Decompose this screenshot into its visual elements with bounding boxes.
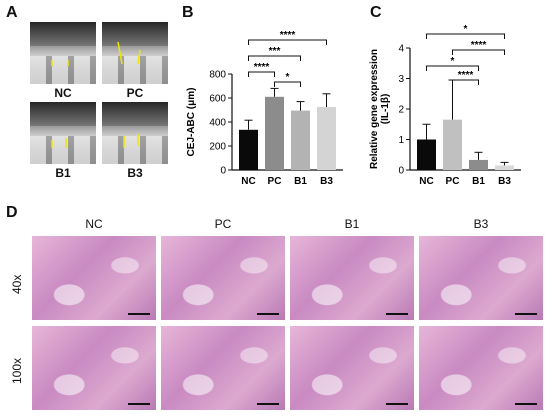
chart-b-bar-pc [265, 96, 284, 170]
histo-image-b1-100x [290, 326, 414, 410]
histo-image-b1-40x [290, 236, 414, 320]
histo-image-nc-40x [32, 236, 156, 320]
chart-c-sig-label-2: * [451, 56, 455, 67]
chart-b-y-tick-label: 400 [209, 118, 226, 129]
chart-b-y-tick-label: 200 [209, 142, 226, 153]
chart-c-sig-label-1: **** [471, 40, 487, 51]
chart-b-sig-label-0: **** [280, 30, 296, 41]
chart-b-sig-bracket-2 [248, 71, 275, 77]
chart-c-bar-pc [443, 119, 462, 170]
chart-c-y-axis-label-line2: (IL-1β) [380, 94, 391, 125]
chart-c-y-axis-label: Relative gene expression(IL-1β) [369, 49, 391, 169]
chart-c-x-tick-label-pc: PC [446, 176, 460, 187]
chart-c-sig-bracket-1 [452, 49, 505, 55]
chart-c-bar-nc [417, 139, 436, 170]
scale-bar [128, 403, 150, 405]
chart-b-bar-nc [239, 129, 258, 170]
chart-c-bar-b1 [469, 159, 488, 170]
chart-c-sig-bracket-3 [452, 79, 479, 85]
chart-c-y-tick-label: 1 [398, 135, 404, 146]
panel-d-letter: D [6, 204, 18, 221]
histo-col-label-b1: B1 [344, 217, 360, 231]
chart-b-y-tick-label: 0 [220, 166, 226, 177]
chart-c-bar-b3 [495, 165, 514, 170]
xray-label-b1: B1 [55, 166, 71, 180]
histo-image-nc-100x [32, 326, 156, 410]
chart-b-bar-b3 [317, 107, 336, 170]
chart-b-sig-label-2: **** [254, 62, 270, 73]
chart-b-y-axis-label: CEJ-ABC (μm) [186, 88, 197, 157]
chart-c-y-axis-label-line1: Relative gene expression [369, 49, 380, 169]
histo-col-label-pc: PC [214, 217, 232, 231]
panel-a-xray-grid: NC PC B1 B3 [30, 22, 170, 182]
xray-image-b3 [102, 102, 168, 164]
chart-b-y-tick-label: 800 [209, 70, 226, 81]
chart-c-sig-label-0: * [464, 24, 468, 35]
histo-row-label-100x: 100x [10, 357, 24, 384]
chart-b-x-tick-label-b3: B3 [320, 176, 333, 187]
chart-c-sig-bracket-0 [426, 33, 505, 39]
chart-c: 0 1 2 3 4 Relative gene expression(IL-1β) NC PC… [369, 24, 521, 187]
panel-b-letter: B [182, 4, 194, 21]
histo-col-label-nc: NC [85, 217, 103, 231]
histo-row-label-40x: 40x [10, 274, 24, 294]
panel-a-letter: A [6, 4, 18, 21]
chart-b-sig-bracket-0 [248, 39, 327, 45]
chart-c-y-tick-label: 0 [398, 166, 404, 177]
chart-c-y-tick-label: 3 [398, 74, 404, 85]
chart-b-x-tick-label-nc: NC [241, 176, 255, 187]
xray-image-b1 [30, 102, 96, 164]
scale-bar [257, 313, 279, 315]
xray-label-nc: NC [54, 86, 72, 100]
chart-c-sig-label-3: **** [458, 70, 474, 81]
scale-bar [386, 313, 408, 315]
histo-col-label-b3: B3 [473, 217, 489, 231]
histo-image-b3-100x [419, 326, 543, 410]
chart-b-x-tick-label-pc: PC [268, 176, 282, 187]
scale-bar [257, 403, 279, 405]
chart-c-x-tick-label-b1: B1 [472, 176, 485, 187]
xray-image-pc [102, 22, 168, 84]
chart-b-x-tick-label-b1: B1 [294, 176, 307, 187]
chart-c-x-tick-label-nc: NC [419, 176, 433, 187]
scale-bar [515, 403, 537, 405]
xray-image-nc [30, 22, 96, 84]
xray-measure-markers [51, 41, 141, 148]
xray-label-pc: PC [126, 86, 144, 100]
chart-b-sig-label-3: * [286, 72, 290, 83]
panel-c-letter: C [370, 4, 382, 21]
scale-bar [128, 313, 150, 315]
chart-b-sig-label-1: *** [269, 46, 281, 57]
histo-image-b3-40x [419, 236, 543, 320]
scale-bar [386, 403, 408, 405]
xray-label-b3: B3 [127, 166, 143, 180]
chart-c-sig-bracket-2 [426, 65, 479, 71]
histo-image-pc-100x [161, 326, 285, 410]
chart-b-sig-bracket-1 [248, 55, 301, 61]
scale-bar [515, 313, 537, 315]
chart-c-x-tick-label-b3: B3 [498, 176, 511, 187]
chart-b-bar-b1 [291, 110, 310, 170]
chart-b-sig-bracket-3 [274, 81, 301, 87]
chart-c-y-tick-label: 4 [398, 44, 404, 55]
histo-image-pc-40x [161, 236, 285, 320]
chart-b-y-tick-label: 600 [209, 94, 226, 105]
chart-c-y-tick-label: 2 [398, 105, 404, 116]
